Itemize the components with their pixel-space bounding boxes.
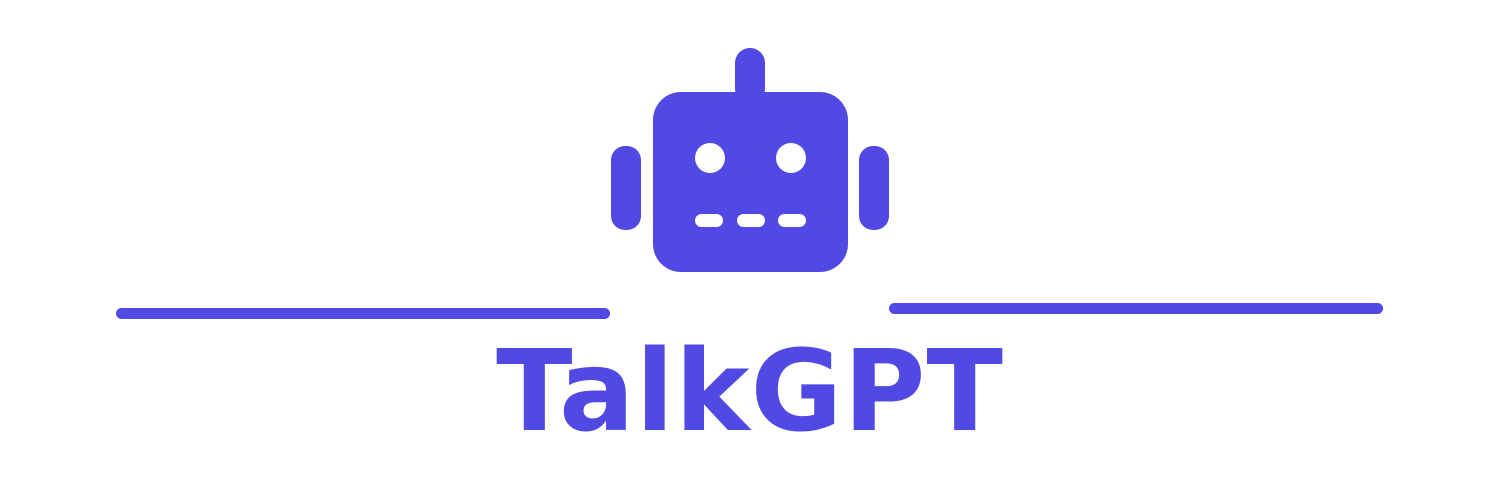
robot-left-eye — [695, 143, 725, 173]
robot-right-ear — [859, 146, 889, 230]
robot-right-eye — [776, 143, 806, 173]
robot-mouth-segment — [695, 214, 723, 227]
robot-head — [653, 92, 848, 272]
brand-name: TalkGPT — [496, 327, 1004, 457]
divider-right — [889, 303, 1383, 314]
robot-antenna — [735, 48, 765, 104]
robot-mouth-segment — [778, 214, 806, 227]
robot-mouth-segment — [737, 214, 765, 227]
robot-left-ear — [611, 146, 641, 230]
robot-icon — [611, 48, 889, 272]
divider-left — [116, 308, 610, 319]
